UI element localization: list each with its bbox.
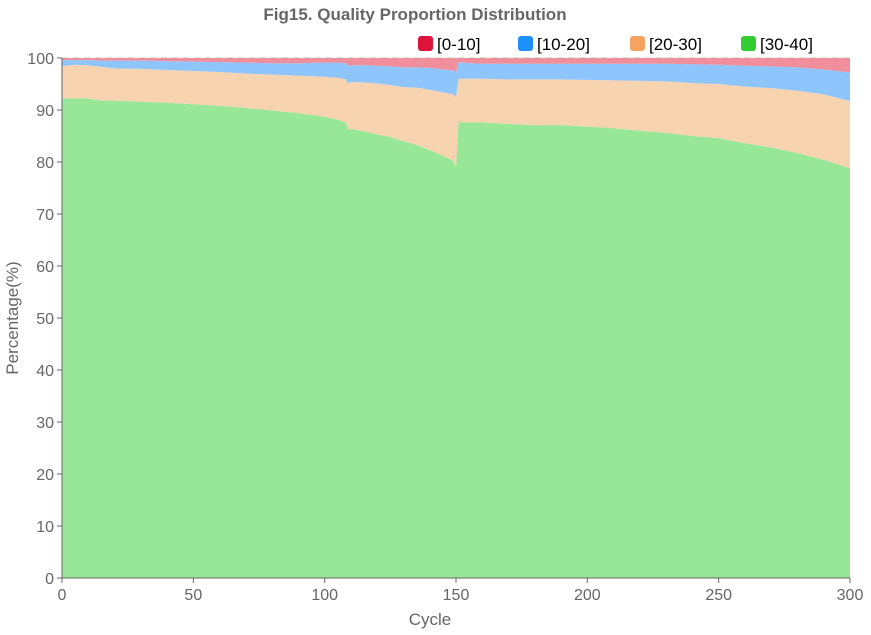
y-tick-label-50: 50 bbox=[36, 311, 54, 328]
y-tick-label-0: 0 bbox=[45, 571, 54, 588]
area-series-[30-40] bbox=[62, 98, 850, 578]
y-axis-label: Percentage(%) bbox=[3, 261, 22, 374]
legend-label-[20-30]: [20-30] bbox=[649, 35, 702, 54]
y-tick-label-20: 20 bbox=[36, 467, 54, 484]
y-tick-label-70: 70 bbox=[36, 207, 54, 224]
legend-swatch-[10-20] bbox=[518, 36, 533, 51]
x-tick-label-300: 300 bbox=[837, 587, 864, 604]
x-tick-label-150: 150 bbox=[443, 587, 470, 604]
y-tick-label-10: 10 bbox=[36, 519, 54, 536]
legend-label-[10-20]: [10-20] bbox=[537, 35, 590, 54]
x-tick-label-200: 200 bbox=[574, 587, 601, 604]
x-tick-label-50: 50 bbox=[184, 587, 202, 604]
y-axis-ticks: 0 10 20 30 40 50 60 70 80 90 100 bbox=[27, 51, 62, 588]
x-tick-label-0: 0 bbox=[58, 587, 67, 604]
legend-swatch-[30-40] bbox=[741, 36, 756, 51]
y-tick-label-100: 100 bbox=[27, 51, 54, 68]
y-tick-label-40: 40 bbox=[36, 363, 54, 380]
legend-label-[30-40]: [30-40] bbox=[760, 35, 813, 54]
y-tick-label-80: 80 bbox=[36, 155, 54, 172]
chart-title: Fig15. Quality Proportion Distribution bbox=[263, 5, 566, 24]
series-areas bbox=[62, 58, 850, 578]
area-series-[0-10] bbox=[62, 58, 850, 73]
area-series-[10-20] bbox=[62, 60, 850, 102]
y-tick-label-60: 60 bbox=[36, 259, 54, 276]
legend: [0-10] [10-20] [20-30] [30-40] bbox=[418, 35, 813, 54]
x-tick-label-250: 250 bbox=[705, 587, 732, 604]
y-tick-label-90: 90 bbox=[36, 103, 54, 120]
x-tick-label-100: 100 bbox=[311, 587, 338, 604]
area-series-[20-30] bbox=[62, 64, 850, 169]
x-axis-label: Cycle bbox=[409, 610, 452, 629]
y-tick-label-30: 30 bbox=[36, 415, 54, 432]
legend-label-[0-10]: [0-10] bbox=[437, 35, 480, 54]
x-axis-ticks: 0 50 100 150 200 250 300 bbox=[58, 578, 864, 604]
legend-swatch-[20-30] bbox=[630, 36, 645, 51]
legend-swatch-[0-10] bbox=[418, 36, 433, 51]
